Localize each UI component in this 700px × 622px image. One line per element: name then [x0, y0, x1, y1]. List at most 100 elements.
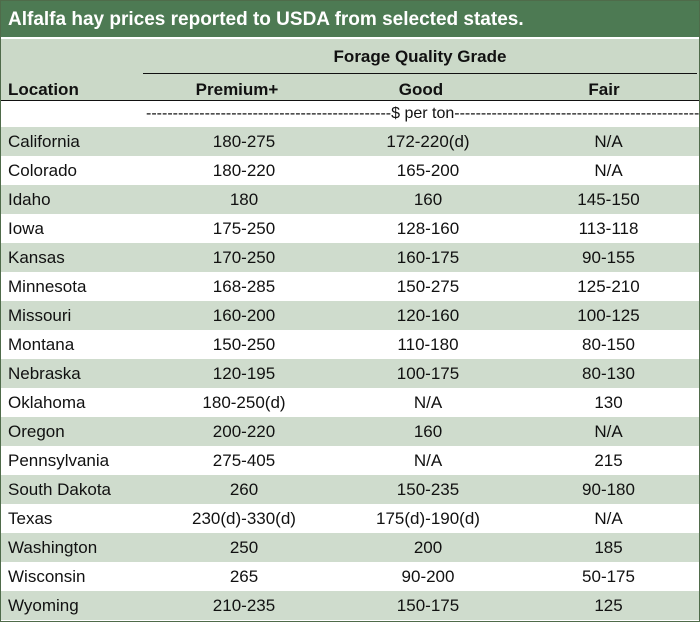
good-price-cell: 100-175 [338, 359, 518, 388]
good-price-cell: N/A [338, 446, 518, 475]
table-row: California 180-275 172-220(d) N/A [1, 127, 699, 156]
good-price-cell: 200 [338, 533, 518, 562]
table-row: Missouri 160-200 120-160 100-125 [1, 301, 699, 330]
location-cell: South Dakota [1, 475, 150, 504]
table-row: Texas 230(d)-330(d) 175(d)-190(d) N/A [1, 504, 699, 533]
unit-label: ----------------------------------------… [146, 105, 699, 122]
premium-price-cell: 260 [150, 475, 338, 504]
location-cell: Montana [1, 330, 150, 359]
price-table: California 180-275 172-220(d) N/A Colorado 18… [1, 127, 699, 620]
fair-price-cell: 130 [518, 388, 699, 417]
location-cell: Colorado [1, 156, 150, 185]
good-price-cell: 165-200 [338, 156, 518, 185]
column-header-fair: Fair [588, 80, 620, 99]
column-headers: Location Premium+ Good Fair [1, 80, 699, 100]
premium-price-cell: 230(d)-330(d) [150, 504, 338, 533]
premium-price-cell: 168-285 [150, 272, 338, 301]
table-row: Minnesota 168-285 150-275 125-210 [1, 272, 699, 301]
price-table-body: California 180-275 172-220(d) N/A Colorado 18… [1, 127, 699, 620]
good-price-cell: 110-180 [338, 330, 518, 359]
fair-price-cell: N/A [518, 127, 699, 156]
header-rule [1, 100, 699, 101]
premium-price-cell: 175-250 [150, 214, 338, 243]
fair-price-cell: N/A [518, 417, 699, 446]
fair-price-cell: 90-180 [518, 475, 699, 504]
column-header-location: Location [8, 80, 79, 99]
table-row: Oklahoma 180-250(d) N/A 130 [1, 388, 699, 417]
fair-price-cell: 80-130 [518, 359, 699, 388]
premium-price-cell: 150-250 [150, 330, 338, 359]
good-price-cell: 128-160 [338, 214, 518, 243]
fair-price-cell: N/A [518, 156, 699, 185]
location-cell: Washington [1, 533, 150, 562]
location-cell: Nebraska [1, 359, 150, 388]
good-price-cell: 90-200 [338, 562, 518, 591]
location-cell: Texas [1, 504, 150, 533]
fair-price-cell: 100-125 [518, 301, 699, 330]
premium-price-cell: 200-220 [150, 417, 338, 446]
table-title: Alfalfa hay prices reported to USDA from… [1, 1, 699, 39]
premium-price-cell: 170-250 [150, 243, 338, 272]
table-row: Montana 150-250 110-180 80-150 [1, 330, 699, 359]
premium-price-cell: 265 [150, 562, 338, 591]
location-cell: Wyoming [1, 591, 150, 620]
location-cell: Idaho [1, 185, 150, 214]
table-row: Oregon 200-220 160 N/A [1, 417, 699, 446]
premium-price-cell: 275-405 [150, 446, 338, 475]
column-header-good: Good [398, 80, 444, 99]
fair-price-cell: N/A [518, 504, 699, 533]
fair-price-cell: 50-175 [518, 562, 699, 591]
good-price-cell: 120-160 [338, 301, 518, 330]
table-row: Colorado 180-220 165-200 N/A [1, 156, 699, 185]
fair-price-cell: 215 [518, 446, 699, 475]
grade-group-heading: Forage Quality Grade [333, 47, 507, 66]
good-price-cell: 150-275 [338, 272, 518, 301]
table-row: South Dakota 260 150-235 90-180 [1, 475, 699, 504]
fair-price-cell: 113-118 [518, 214, 699, 243]
good-price-cell: 175(d)-190(d) [338, 504, 518, 533]
fair-price-cell: 185 [518, 533, 699, 562]
table-row: Idaho 180 160 145-150 [1, 185, 699, 214]
location-cell: Pennsylvania [1, 446, 150, 475]
table-row: Pennsylvania 275-405 N/A 215 [1, 446, 699, 475]
location-cell: California [1, 127, 150, 156]
table-row: Nebraska 120-195 100-175 80-130 [1, 359, 699, 388]
location-cell: Iowa [1, 214, 150, 243]
unit-row: ----------------------------------------… [1, 101, 699, 127]
premium-price-cell: 180-250(d) [150, 388, 338, 417]
premium-price-cell: 160-200 [150, 301, 338, 330]
good-price-cell: 150-235 [338, 475, 518, 504]
good-price-cell: N/A [338, 388, 518, 417]
premium-price-cell: 180-275 [150, 127, 338, 156]
fair-price-cell: 90-155 [518, 243, 699, 272]
table-row: Wyoming 210-235 150-175 125 [1, 591, 699, 620]
table-row: Wisconsin 265 90-200 50-175 [1, 562, 699, 591]
location-cell: Minnesota [1, 272, 150, 301]
premium-price-cell: 120-195 [150, 359, 338, 388]
location-cell: Oregon [1, 417, 150, 446]
column-header-premium: Premium+ [195, 80, 279, 99]
table-header: Forage Quality Grade Location Premium+ G… [1, 39, 699, 101]
premium-price-cell: 180 [150, 185, 338, 214]
good-price-cell: 160-175 [338, 243, 518, 272]
table-row: Iowa 175-250 128-160 113-118 [1, 214, 699, 243]
table-row: Washington 250 200 185 [1, 533, 699, 562]
location-cell: Oklahoma [1, 388, 150, 417]
premium-price-cell: 180-220 [150, 156, 338, 185]
fair-price-cell: 145-150 [518, 185, 699, 214]
good-price-cell: 160 [338, 417, 518, 446]
good-price-cell: 160 [338, 185, 518, 214]
fair-price-cell: 125-210 [518, 272, 699, 301]
table-row: Kansas 170-250 160-175 90-155 [1, 243, 699, 272]
grade-group-rule [143, 73, 697, 74]
location-cell: Missouri [1, 301, 150, 330]
location-cell: Kansas [1, 243, 150, 272]
good-price-cell: 150-175 [338, 591, 518, 620]
premium-price-cell: 250 [150, 533, 338, 562]
fair-price-cell: 125 [518, 591, 699, 620]
good-price-cell: 172-220(d) [338, 127, 518, 156]
location-cell: Wisconsin [1, 562, 150, 591]
premium-price-cell: 210-235 [150, 591, 338, 620]
fair-price-cell: 80-150 [518, 330, 699, 359]
